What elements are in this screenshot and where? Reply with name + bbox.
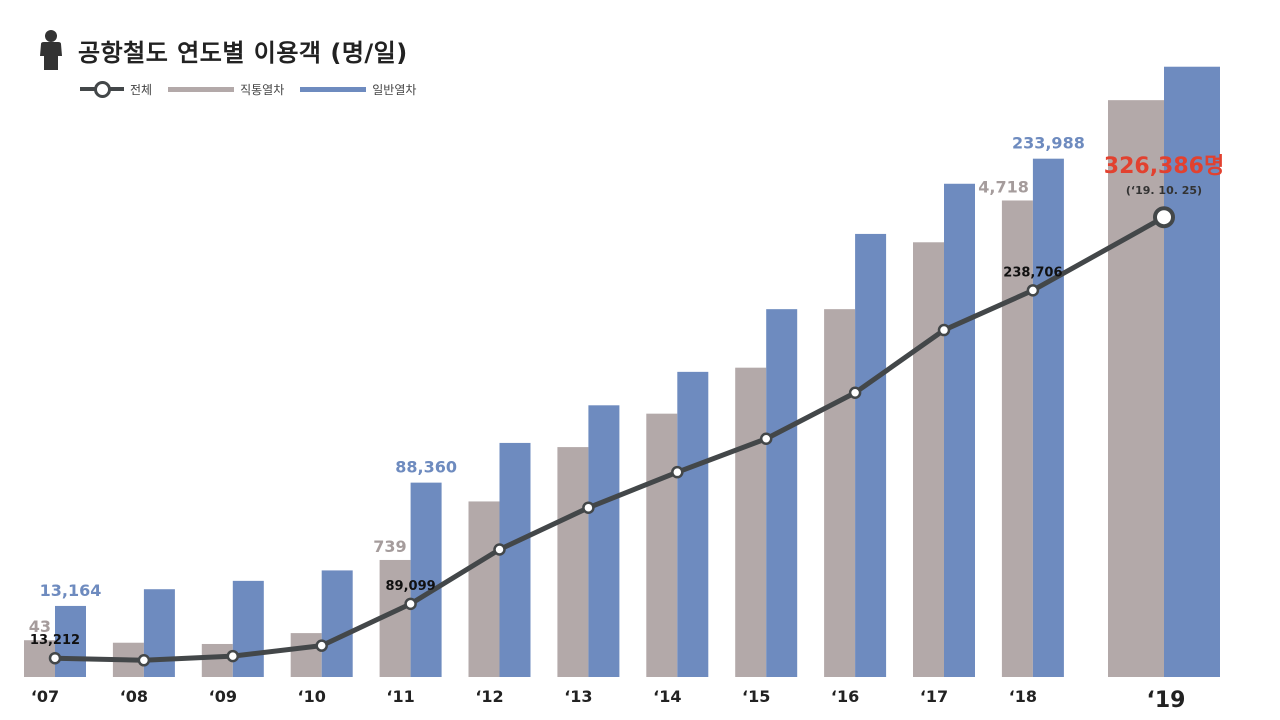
bar-regular	[232, 580, 264, 677]
data-label-total: 238,706	[1003, 265, 1062, 280]
x-tick-label: ‘11	[386, 687, 414, 706]
legend: 전체 직통열차 일반열차	[80, 80, 432, 98]
x-tick-label: ‘07	[31, 687, 59, 706]
legend-item-regular: 일반열차	[300, 81, 416, 98]
line-point	[848, 386, 862, 400]
legend-swatch-direct	[168, 86, 235, 92]
bar-direct	[468, 501, 500, 677]
data-label-total: 13,212	[30, 633, 80, 648]
line-point	[759, 432, 773, 445]
data-label-regular: 88,360	[395, 458, 457, 477]
bar-regular	[1164, 66, 1220, 678]
data-label-direct: 4,718	[978, 177, 1029, 196]
x-tick-label: ‘17	[920, 687, 948, 706]
bar-direct	[646, 413, 678, 677]
data-label-total: 89,099	[386, 579, 436, 594]
x-tick-label: ‘15	[742, 687, 770, 706]
highlight-date: (‘19. 10. 25)	[1126, 184, 1202, 197]
page-title: 공항철도 연도별 이용객 (명/일)	[78, 38, 408, 67]
legend-label-total: 전체	[130, 82, 153, 97]
legend-swatch-line	[80, 80, 124, 98]
data-label-regular: 233,988	[1012, 134, 1085, 153]
x-tick-label: ‘09	[209, 687, 237, 706]
highlight-value: 326,386명	[1104, 154, 1224, 179]
title-area: 공항철도 연도별 이용객 (명/일)	[36, 30, 408, 70]
bar-regular	[55, 605, 86, 677]
bar-regular	[855, 233, 887, 678]
x-tick-label: ‘14	[653, 687, 681, 706]
bar-direct	[913, 242, 944, 677]
bar-direct	[1108, 100, 1164, 677]
x-tick-label: ‘08	[120, 687, 148, 706]
x-tick-label: ‘13	[564, 687, 592, 706]
data-label-regular: 13,164	[40, 581, 102, 600]
bar-regular	[766, 309, 798, 677]
bar-regular	[499, 442, 531, 677]
bar-direct	[735, 367, 767, 677]
x-tick-label: ‘10	[298, 687, 326, 706]
bar-regular	[944, 183, 975, 677]
line-point	[48, 651, 62, 665]
line-point	[1153, 206, 1175, 229]
line-point	[226, 649, 240, 663]
data-label-direct: 43	[29, 617, 51, 636]
bar-direct	[290, 633, 322, 677]
bar-regular	[677, 371, 709, 677]
line-point	[1026, 284, 1040, 297]
bar-direct	[201, 643, 233, 677]
bar-direct	[1001, 200, 1033, 678]
x-tick-label: ‘12	[475, 687, 503, 706]
bar-regular	[588, 405, 620, 677]
bar-direct	[557, 447, 589, 677]
bar-direct	[824, 309, 856, 677]
legend-item-total: 전체	[80, 80, 152, 98]
bar-regular	[321, 570, 353, 677]
line-point	[582, 501, 595, 514]
line-point	[671, 465, 684, 479]
data-label-direct: 739	[373, 537, 406, 556]
legend-item-direct: 직통열차	[168, 81, 284, 98]
legend-label-direct: 직통열차	[240, 82, 285, 97]
x-tick-label: ‘16	[831, 687, 859, 706]
line-point	[493, 543, 506, 556]
line-point	[404, 597, 417, 611]
line-point	[937, 323, 951, 337]
x-tick-label: ‘18	[1009, 687, 1037, 706]
line-point	[137, 654, 151, 667]
legend-label-regular: 일반열차	[372, 82, 417, 97]
legend-swatch-regular	[300, 86, 367, 92]
person-icon	[40, 30, 62, 70]
x-tick-label: ‘19	[1147, 688, 1186, 713]
bar-regular	[410, 482, 442, 677]
bar-regular	[1032, 158, 1064, 677]
line-point	[315, 639, 328, 652]
